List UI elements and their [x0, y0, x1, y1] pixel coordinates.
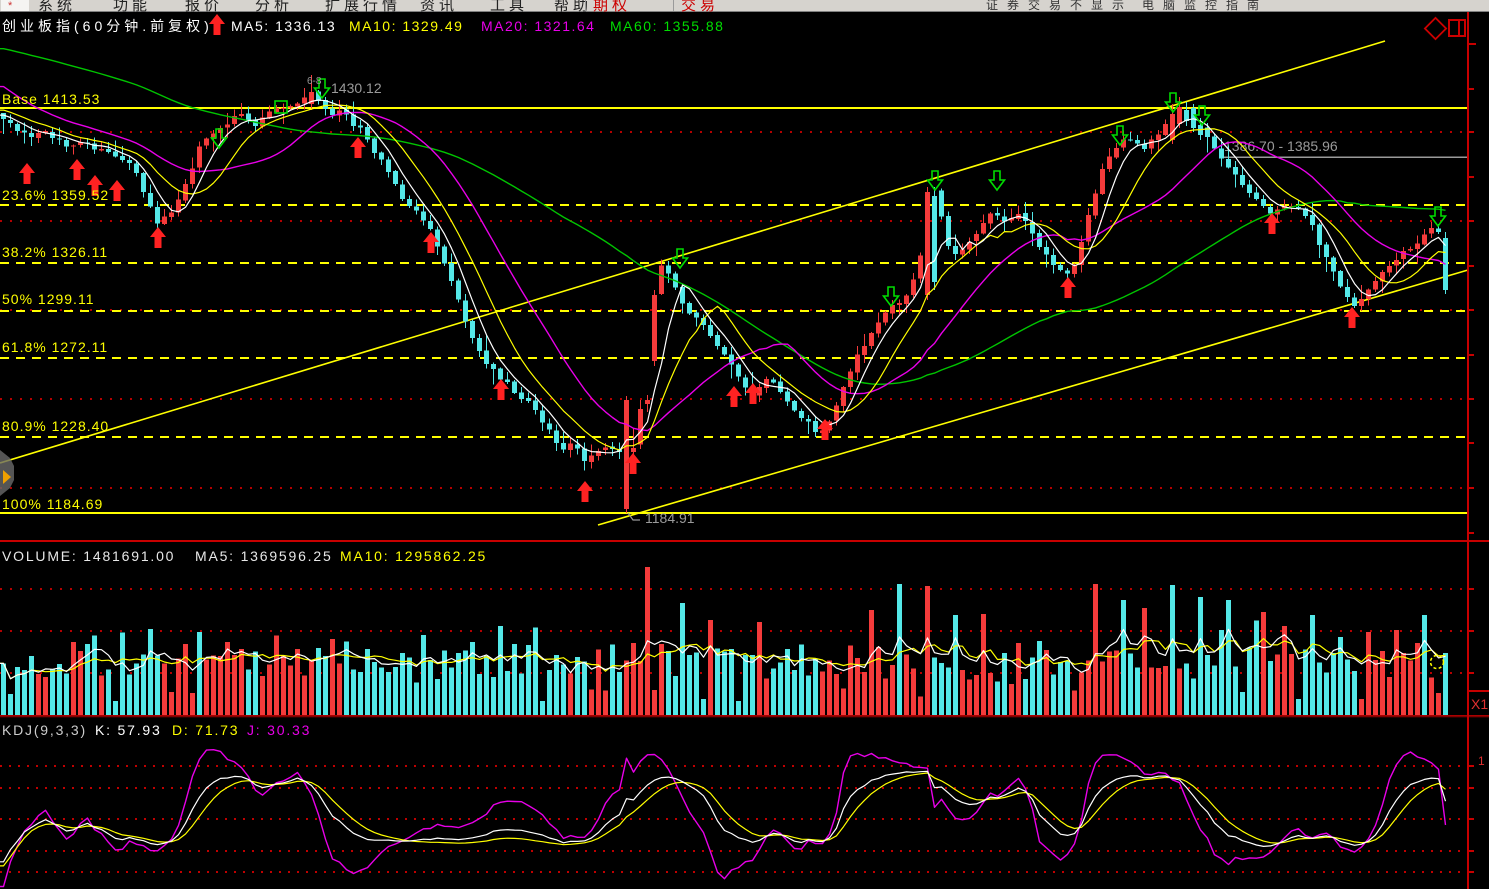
- svg-text:扩展行情: 扩展行情: [325, 0, 401, 14]
- svg-text:50% 1299.11: 50% 1299.11: [2, 291, 94, 307]
- svg-text:80.9% 1228.40: 80.9% 1228.40: [2, 418, 109, 434]
- svg-text:分析: 分析: [255, 0, 293, 14]
- svg-text:交易: 交易: [681, 0, 719, 14]
- svg-text:38.2% 1326.11: 38.2% 1326.11: [2, 244, 108, 260]
- svg-text:1430.12: 1430.12: [331, 80, 382, 96]
- svg-text:电脑监控指南: 电脑监控指南: [1142, 0, 1268, 12]
- svg-text:6-8: 6-8: [307, 76, 322, 87]
- svg-text:61.8% 1272.11: 61.8% 1272.11: [2, 339, 108, 355]
- svg-text:23.6% 1359.52: 23.6% 1359.52: [2, 187, 109, 203]
- svg-text:KDJ(9,3,3)K: 57.93D: 71.73J: 3: KDJ(9,3,3) K: 57.93 D: 71.73 J: 30.33: [2, 722, 311, 738]
- svg-text:100% 1184.69: 100% 1184.69: [2, 496, 103, 512]
- svg-text:1386.70 - 1385.96: 1386.70 - 1385.96: [1224, 138, 1338, 154]
- svg-text:Base 1413.53: Base 1413.53: [2, 91, 100, 107]
- svg-text:系统: 系统: [38, 0, 76, 14]
- svg-text:功能: 功能: [113, 0, 151, 14]
- svg-text:X1: X1: [1471, 696, 1488, 712]
- svg-text:期权: 期权: [593, 0, 631, 14]
- svg-text:1: 1: [1478, 754, 1485, 768]
- svg-text:工具: 工具: [490, 0, 528, 14]
- svg-text:资讯: 资讯: [420, 0, 458, 14]
- svg-text:帮助: 帮助: [554, 0, 592, 14]
- svg-text:1184.91: 1184.91: [645, 510, 695, 526]
- svg-text:报价: 报价: [185, 0, 223, 14]
- svg-text:证券交易不显示: 证券交易不显示: [986, 0, 1133, 12]
- svg-text:创业板指(60分钟.前复权): 创业板指(60分钟.前复权): [2, 18, 213, 34]
- svg-text:*: *: [8, 0, 13, 12]
